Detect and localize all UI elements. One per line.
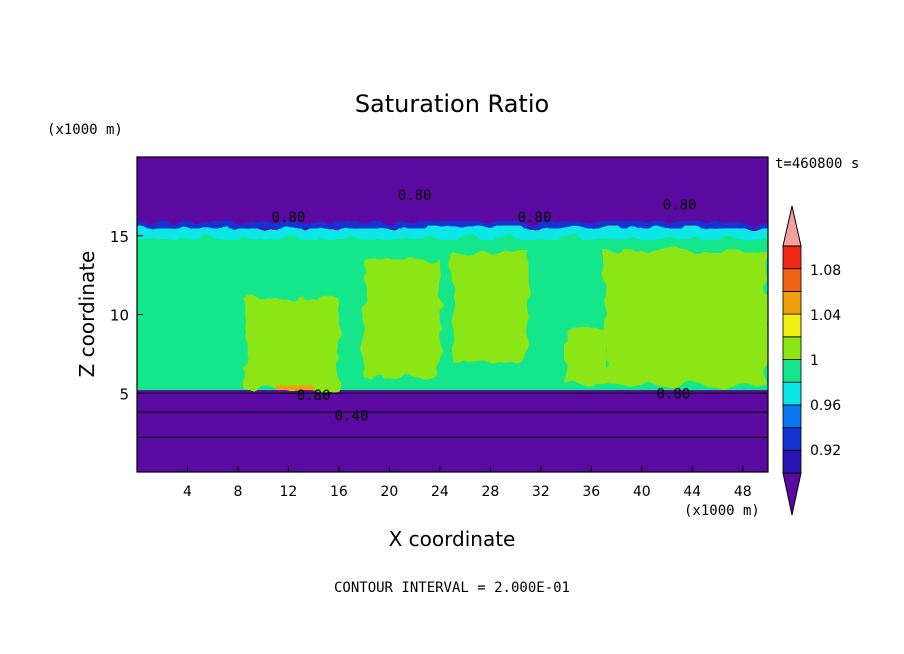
contour-label-1: 0.80 xyxy=(272,210,306,226)
y-tick-label-2: 15 xyxy=(110,228,129,246)
contour-label-0: 0.80 xyxy=(398,188,432,204)
contour-region-4 xyxy=(566,330,604,386)
legend-swatch-9 xyxy=(782,268,802,292)
contour-label-3: 0.80 xyxy=(663,197,697,213)
contour-fill-regions xyxy=(137,221,768,391)
contour-region-cyan-band xyxy=(137,226,768,239)
x-tick-label-6: 28 xyxy=(481,484,499,500)
y-tick-label-1: 10 xyxy=(110,307,129,325)
y-axis: 5 10 15 xyxy=(110,228,143,403)
x-tick-label-5: 24 xyxy=(431,484,449,500)
contour-region-blue-band xyxy=(137,221,768,228)
contour-lines xyxy=(137,194,768,438)
contour-region-5 xyxy=(603,251,768,386)
legend-label-4: 0.92 xyxy=(810,443,841,459)
legend-swatch-2 xyxy=(782,427,802,451)
legend-swatch-7 xyxy=(782,313,802,338)
legend-label-3: 0.96 xyxy=(810,398,841,414)
x-tick-label-10: 44 xyxy=(683,484,701,500)
legend-label-2: 1 xyxy=(810,353,819,369)
contour-label-4: 0.80 xyxy=(297,388,331,404)
x-unit-label: (x1000 m) xyxy=(684,503,760,519)
legend-swatch-5 xyxy=(782,359,802,383)
x-tick-label-3: 16 xyxy=(330,484,348,500)
contour-region-1 xyxy=(244,298,339,391)
legend-swatch-6 xyxy=(782,336,802,360)
contour-interval-note: CONTOUR INTERVAL = 2.000E-01 xyxy=(334,580,570,596)
x-axis-label: X coordinate xyxy=(389,527,516,551)
x-tick-label-9: 40 xyxy=(633,484,651,500)
legend-swatch-8 xyxy=(782,290,802,315)
y-axis-label: Z coordinate xyxy=(75,251,99,378)
contour-labels: 0.800.80 0.800.800.80 0.800.40 xyxy=(272,188,697,424)
y-tick-label-0: 5 xyxy=(119,385,129,403)
x-tick-label-4: 20 xyxy=(380,484,398,500)
contour-label-2: 0.80 xyxy=(518,210,552,226)
contour-region-6 xyxy=(275,385,314,391)
x-axis: 4 8 12 16 20 24 28 32 36 40 44 48 xyxy=(183,466,752,500)
legend-label-1: 1.04 xyxy=(810,308,841,324)
contour-label-5: 0.80 xyxy=(656,386,690,402)
legend-label-0: 1.08 xyxy=(810,263,841,279)
legend-swatch-4 xyxy=(782,381,802,406)
time-label: t=460800 s xyxy=(775,156,859,172)
x-tick-label-8: 36 xyxy=(582,484,600,500)
x-tick-label-7: 32 xyxy=(532,484,550,500)
x-tick-label-2: 12 xyxy=(280,484,298,500)
chart-title: Saturation Ratio xyxy=(355,90,549,118)
x-tick-label-11: 48 xyxy=(734,484,752,500)
contour-label-6: 0.40 xyxy=(335,408,369,424)
x-tick-label-1: 8 xyxy=(233,484,242,500)
plot-area: 0.800.80 0.800.800.80 0.800.40 xyxy=(136,156,769,473)
contour-region-3 xyxy=(452,251,529,362)
color-legend: 1.08 1.04 1 0.96 0.92 xyxy=(782,205,841,516)
legend-swatch-1 xyxy=(782,449,802,474)
legend-swatch-3 xyxy=(782,404,802,428)
legend-swatch-0 xyxy=(782,472,802,516)
x-tick-label-0: 4 xyxy=(183,484,192,500)
legend-swatch-10 xyxy=(782,245,802,270)
contour-region-2 xyxy=(364,259,440,378)
legend-swatch-11 xyxy=(782,205,802,247)
y-unit-label: (x1000 m) xyxy=(47,122,123,138)
